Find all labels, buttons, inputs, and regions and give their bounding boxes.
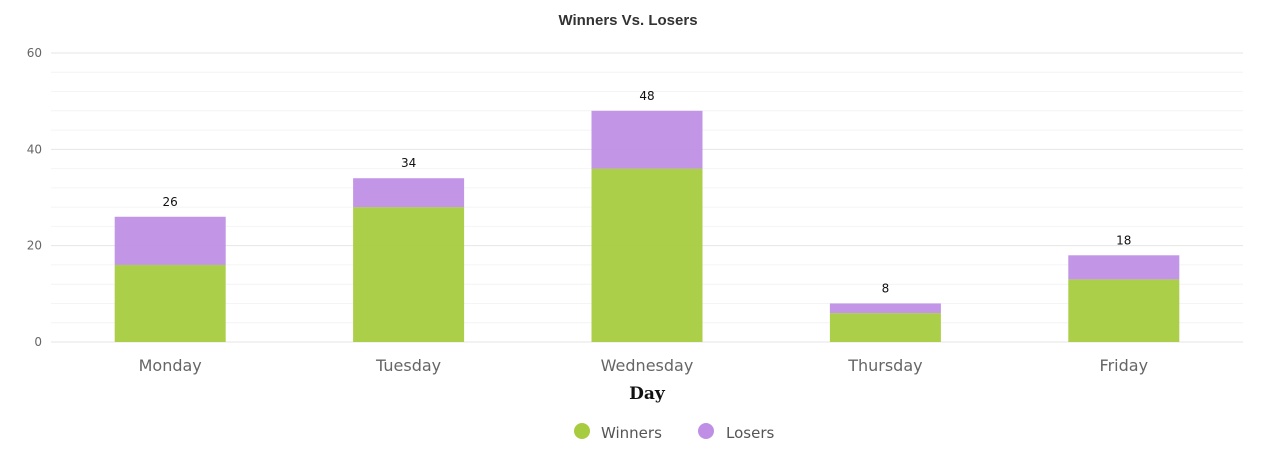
y-tick-label: 0	[34, 335, 42, 349]
bar-winners-wednesday[interactable]	[591, 168, 703, 342]
total-label: 26	[163, 195, 178, 209]
legend-swatch	[698, 423, 714, 439]
y-tick-label: 40	[27, 142, 42, 156]
bars: 26 34 48 8 18	[114, 89, 1180, 342]
x-axis: Monday Tuesday Wednesday Thursday Friday	[139, 356, 1148, 375]
legend-swatch	[574, 423, 590, 439]
bar-losers-wednesday[interactable]	[591, 110, 703, 169]
bar-winners-friday[interactable]	[1068, 279, 1180, 342]
bar-losers-friday[interactable]	[1068, 255, 1180, 280]
x-tick-label: Tuesday	[375, 356, 441, 375]
y-tick-label: 20	[27, 239, 42, 253]
bar-losers-thursday[interactable]	[829, 303, 941, 314]
legend-label: Winners	[601, 424, 662, 442]
chart-title: Winners Vs. Losers	[558, 12, 697, 29]
x-tick-label: Friday	[1100, 356, 1149, 375]
legend-item-winners[interactable]: Winners	[574, 423, 662, 442]
total-label: 34	[401, 156, 416, 170]
legend-label: Losers	[726, 424, 774, 442]
bar-winners-monday[interactable]	[114, 264, 226, 342]
bar-losers-tuesday[interactable]	[353, 178, 465, 208]
bar-winners-tuesday[interactable]	[353, 207, 465, 342]
total-label: 48	[639, 89, 654, 103]
x-axis-title: Day	[629, 384, 666, 404]
total-label: 8	[882, 281, 890, 295]
legend-item-losers[interactable]: Losers	[698, 423, 774, 442]
x-tick-label: Thursday	[847, 356, 922, 375]
total-label: 18	[1116, 233, 1131, 247]
x-tick-label: Monday	[139, 356, 202, 375]
legend: Winners Losers	[574, 423, 774, 442]
y-tick-label: 60	[27, 46, 42, 60]
bar-winners-thursday[interactable]	[829, 313, 941, 342]
y-axis: 0 20 40 60	[27, 46, 42, 349]
x-tick-label: Wednesday	[601, 356, 694, 375]
bar-losers-monday[interactable]	[114, 216, 226, 265]
